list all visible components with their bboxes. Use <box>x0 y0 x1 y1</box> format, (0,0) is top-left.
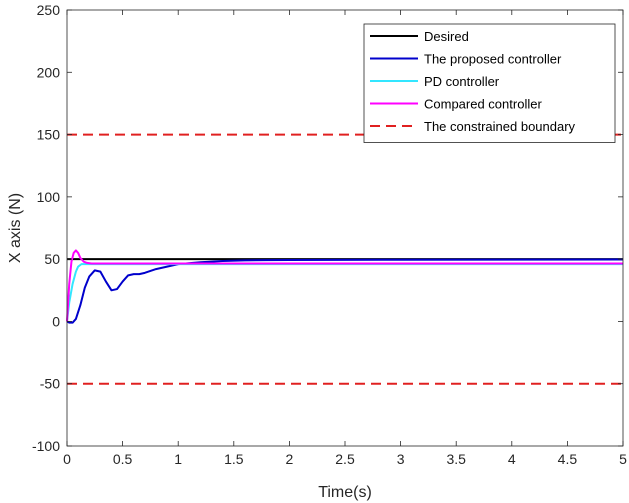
x-tick-label: 4.5 <box>558 451 578 467</box>
y-axis: -100 -50 0 50 100 150 200 250 <box>32 2 623 454</box>
y-tick-label: 250 <box>37 2 61 18</box>
x-tick-label: 2 <box>286 451 294 467</box>
x-axis: 0 0.5 1 1.5 2 2.5 3 3.5 4 4.5 5 <box>63 10 627 467</box>
series-line-3 <box>66 249 623 322</box>
y-axis-label: X axis (N) <box>7 193 24 263</box>
y-tick-label: 150 <box>37 127 61 143</box>
x-tick-label: 0.5 <box>113 451 133 467</box>
legend-entry-label: The proposed controller <box>424 52 562 67</box>
y-tick-label: -100 <box>32 438 60 454</box>
y-tick-label: 0 <box>52 313 60 329</box>
y-tick-label: 50 <box>44 251 60 267</box>
legend-entry-label: The constrained boundary <box>424 119 576 134</box>
y-tick-label: 100 <box>37 189 61 205</box>
legend-entry-label: Compared controller <box>424 97 542 112</box>
x-axis-label: Time(s) <box>318 484 372 501</box>
x-tick-label: 5 <box>619 451 627 467</box>
x-tick-label: 1 <box>174 451 182 467</box>
x-tick-label: 2.5 <box>335 451 355 467</box>
legend: Desired The proposed controller PD control… <box>363 23 616 143</box>
series-layer <box>66 133 624 385</box>
y-tick-label: -50 <box>40 376 60 392</box>
y-tick-label: 200 <box>37 64 61 80</box>
x-tick-label: 0 <box>63 451 71 467</box>
legend-entry-label: PD controller <box>424 74 500 89</box>
x-tick-label: 3 <box>397 451 405 467</box>
x-tick-label: 1.5 <box>224 451 244 467</box>
series-line-1 <box>66 258 624 324</box>
x-tick-label: 3.5 <box>446 451 466 467</box>
x-tick-label: 4 <box>508 451 516 467</box>
legend-entry-label: Desired <box>424 29 469 44</box>
legend-box <box>363 23 616 143</box>
